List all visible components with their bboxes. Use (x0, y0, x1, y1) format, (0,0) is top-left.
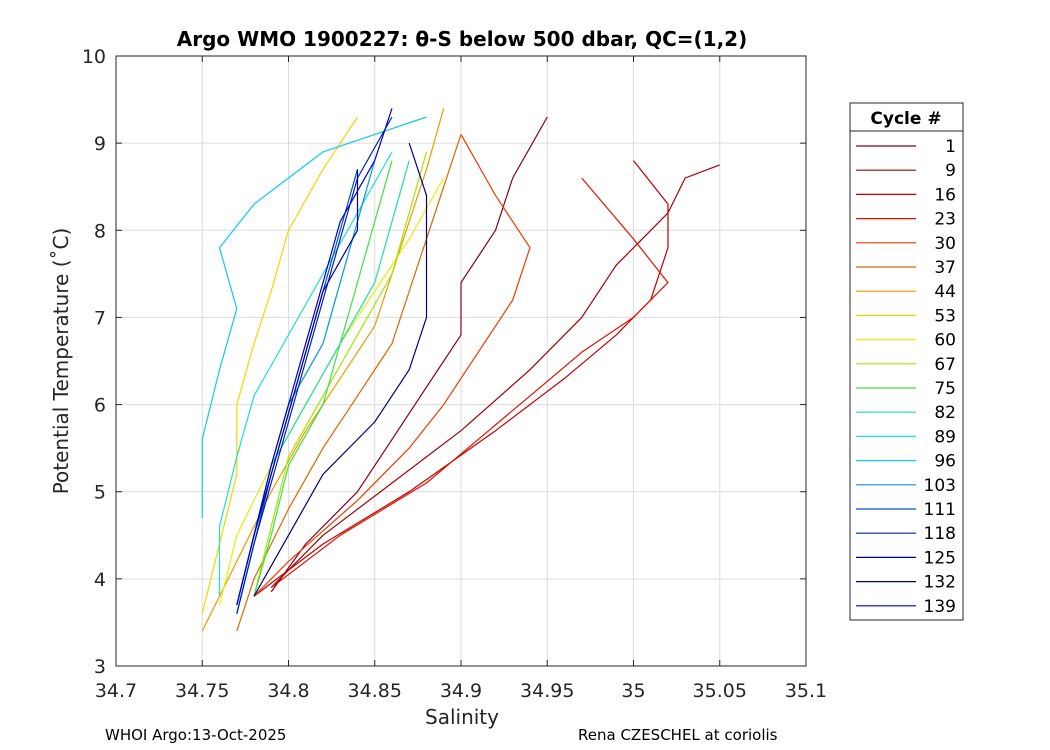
y-tick-label: 10 (82, 46, 106, 68)
legend-label: 30 (934, 234, 956, 254)
series-cycle-118 (236, 116, 393, 614)
x-tick-label: 34.95 (520, 680, 574, 702)
x-axis-label: Salinity (425, 705, 499, 729)
footer-left: WHOI Argo:13-Oct-2025 (105, 726, 287, 744)
legend-label: 103 (924, 476, 956, 496)
legend-label: 75 (934, 379, 956, 399)
series-cycle-96 (201, 116, 427, 518)
series-cycle-16 (253, 160, 669, 597)
legend-label: 89 (934, 427, 956, 447)
x-tick-label: 35.05 (693, 680, 747, 702)
series-cycle-139 (236, 108, 393, 606)
y-axis-label: Potential Temperature (˚C) (49, 228, 73, 495)
legend: Cycle # 1 9 16 23 30 37 44 53 60 67 75 82 89 96 103 111… (849, 102, 964, 621)
series-cycle-44 (201, 108, 445, 632)
legend-label: 139 (924, 597, 956, 617)
series-cycle-75 (253, 160, 393, 597)
legend-label: 125 (924, 548, 956, 568)
legend-label: 9 (945, 161, 956, 181)
x-tick-label: 34.75 (175, 680, 229, 702)
y-tick-label: 5 (94, 482, 106, 504)
legend-label: 37 (934, 258, 956, 278)
series-cycle-1 (270, 116, 548, 593)
legend-label: 16 (934, 185, 956, 205)
legend-label: 44 (934, 282, 956, 302)
y-tick-label: 9 (94, 133, 106, 155)
legend-label: 82 (934, 403, 956, 423)
legend-label: 1 (945, 137, 956, 157)
legend-label: 111 (924, 500, 956, 520)
y-tick-label: 8 (94, 220, 106, 242)
series-cycle-37 (236, 134, 462, 632)
axis-ticks: 34.7 34.75 34.8 34.85 34.9 34.95 35 35.05 35.1 3 4… (82, 46, 827, 702)
chart-title: Argo WMO 1900227: θ-S below 500 dbar, QC… (177, 27, 747, 51)
y-tick-label: 3 (94, 656, 106, 678)
legend-label: 53 (934, 306, 956, 326)
legend-label: 132 (924, 573, 956, 593)
x-tick-label: 35.1 (785, 680, 827, 702)
legend-label: 23 (934, 210, 956, 230)
x-tick-label: 34.7 (95, 680, 137, 702)
legend-title: Cycle # (870, 109, 941, 129)
x-tick-label: 35 (621, 680, 645, 702)
legend-label: 67 (934, 355, 956, 375)
y-tick-label: 7 (94, 307, 106, 329)
x-tick-label: 34.9 (440, 680, 482, 702)
footer-right: Rena CZESCHEL at coriolis (578, 726, 778, 744)
series-group (201, 108, 720, 632)
legend-label: 60 (934, 331, 956, 351)
series-cycle-9 (270, 164, 720, 589)
series-cycle-30 (253, 134, 531, 597)
y-tick-label: 6 (94, 395, 106, 417)
series-cycle-67 (253, 151, 428, 597)
y-tick-label: 4 (94, 569, 106, 591)
x-tick-label: 34.85 (348, 680, 402, 702)
legend-label: 96 (934, 452, 956, 472)
series-cycle-89 (218, 151, 393, 597)
legend-label: 118 (924, 524, 956, 544)
legend-entries: 1 9 16 23 30 37 44 53 60 67 75 82 89 96 103 111 118 125 13… (856, 137, 956, 617)
x-tick-label: 34.8 (267, 680, 309, 702)
legend-box (849, 102, 964, 621)
series-cycle-23 (270, 177, 669, 589)
series-cycle-53 (201, 116, 359, 614)
series-cycle-132 (253, 142, 428, 597)
